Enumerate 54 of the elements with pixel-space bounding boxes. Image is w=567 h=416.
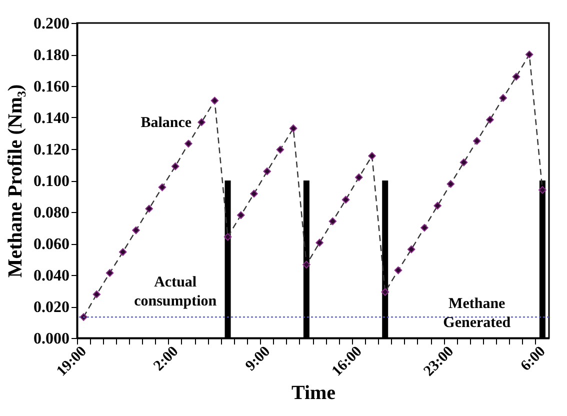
y-tick-label: 0.200	[34, 16, 70, 32]
point	[132, 226, 140, 234]
x-tick-label: 2:00	[150, 344, 182, 374]
point	[394, 266, 402, 274]
y-tick-label: 0.160	[34, 78, 70, 96]
point	[342, 196, 350, 204]
point	[302, 260, 310, 268]
point	[486, 116, 494, 124]
y-tick-label: 0.140	[34, 110, 70, 127]
ref-line-label: Methane Generated	[443, 296, 512, 332]
point	[512, 72, 520, 81]
point	[381, 288, 389, 296]
x-tick-label: 6:00	[518, 344, 549, 374]
point	[263, 168, 271, 176]
series-label: Balance	[140, 115, 192, 132]
y-tick-label: 0.000	[34, 330, 70, 348]
point	[276, 146, 284, 154]
y-tick-label: 0.080	[34, 204, 70, 222]
point	[171, 162, 180, 170]
point	[473, 137, 481, 145]
y-tick-label: 0.060	[34, 236, 70, 253]
y-tick-label: 0.180	[34, 47, 70, 64]
y-tick-label: 0.040	[34, 268, 70, 284]
point	[224, 233, 232, 241]
point	[499, 94, 507, 102]
point	[460, 158, 468, 166]
point	[184, 140, 192, 148]
point	[355, 173, 363, 182]
y-tick-label: 0.020	[34, 299, 70, 316]
point	[92, 290, 101, 298]
point	[316, 238, 324, 247]
x-axis-title: Time	[291, 382, 336, 404]
point	[525, 50, 534, 58]
x-tick-label: 9:00	[242, 344, 274, 374]
y-tick-label: 0.120	[34, 142, 70, 158]
point	[368, 152, 376, 160]
point	[145, 204, 153, 213]
y-tick-label: 0.100	[34, 173, 70, 190]
point	[158, 183, 166, 192]
point	[237, 211, 245, 220]
point	[420, 224, 428, 232]
point	[446, 180, 455, 188]
point	[119, 248, 127, 256]
y-axis-title: Methane Profile (Nm₃)	[4, 84, 26, 278]
point	[434, 202, 442, 210]
point	[250, 190, 258, 198]
point	[328, 217, 337, 226]
point	[210, 96, 219, 104]
point	[538, 186, 546, 194]
point	[106, 269, 114, 277]
point	[289, 124, 298, 132]
point	[407, 245, 416, 254]
series-label: Actual consumption	[134, 274, 218, 310]
point	[198, 118, 206, 126]
